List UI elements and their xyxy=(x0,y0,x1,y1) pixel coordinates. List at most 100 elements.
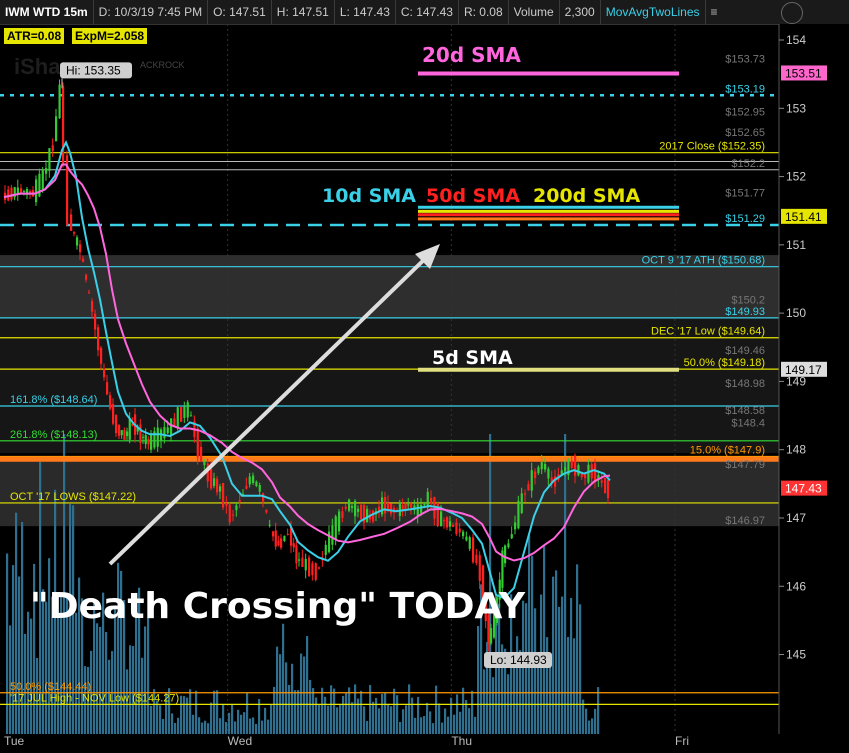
sma5-annotation: 5d SMA xyxy=(432,347,513,369)
candle-body xyxy=(286,533,289,535)
volume-bar xyxy=(333,688,336,734)
volume-bar xyxy=(336,707,339,734)
volume-bar xyxy=(99,626,102,734)
volume-bar xyxy=(384,692,387,734)
gray-price-label-6: $149.46 xyxy=(725,345,765,357)
volume-bar xyxy=(57,614,60,734)
y-tick-label-6: 148 xyxy=(786,443,806,457)
volume-bar xyxy=(378,708,381,734)
volume-bar xyxy=(417,696,420,734)
volume-bar xyxy=(78,577,81,734)
candle-body xyxy=(238,500,241,502)
volume-bar xyxy=(54,489,57,734)
volume-bar xyxy=(129,645,132,734)
volume-bar xyxy=(414,717,417,734)
volume-bar xyxy=(30,618,33,734)
candle-body xyxy=(504,545,507,564)
level-label-11: 50.0% ($144.44) xyxy=(10,681,91,693)
volume-bar xyxy=(504,648,507,734)
volume-bar xyxy=(231,704,234,734)
candle-body xyxy=(378,506,381,513)
candle-body xyxy=(398,502,401,516)
candle-body xyxy=(304,558,307,571)
candle-body xyxy=(94,313,97,330)
volume-bar xyxy=(198,717,201,734)
study-label[interactable]: MovAvgTwoLines xyxy=(601,0,706,24)
candle-body xyxy=(580,472,583,478)
volume-bar xyxy=(144,626,147,734)
volume-bar xyxy=(9,625,12,734)
candle-body xyxy=(407,504,410,506)
support-zone xyxy=(0,456,779,527)
gray-price-label-9: $148.4 xyxy=(731,417,765,429)
volume-bar xyxy=(201,722,204,734)
candle-body xyxy=(139,424,142,443)
price-chart[interactable]: iShares ACKROCK $153.19 2017 Close ($152.35… xyxy=(0,24,849,734)
volume-bar xyxy=(186,697,189,734)
candle-body xyxy=(120,430,123,436)
price-tag-2[interactable] xyxy=(781,361,827,377)
candle-body xyxy=(544,464,547,470)
candle-body xyxy=(331,525,334,545)
volume-bar xyxy=(75,612,78,734)
candle-body xyxy=(524,493,527,495)
level-label-9: 15.0% ($147.9) xyxy=(690,445,765,457)
symbol-label[interactable]: IWM WTD 15m xyxy=(0,0,94,24)
volume-bar xyxy=(411,697,414,734)
volume-bar xyxy=(162,718,165,734)
volume-bar xyxy=(375,697,378,734)
volume-bar xyxy=(474,716,477,734)
volume-bar xyxy=(45,601,48,734)
volume-bar xyxy=(258,699,261,734)
volume-bar xyxy=(42,589,45,734)
range-readout: R: 0.08 xyxy=(459,0,509,24)
candle-body xyxy=(384,496,387,514)
price-tag-0[interactable] xyxy=(781,65,827,81)
volume-bar xyxy=(243,712,246,734)
volume-bar xyxy=(195,690,198,734)
candle-body xyxy=(449,521,452,527)
candle-body xyxy=(277,540,280,546)
menu-icon[interactable]: ≡ xyxy=(710,5,718,19)
candle-body xyxy=(554,476,557,487)
volume-bar xyxy=(402,709,405,734)
candle-body xyxy=(115,415,118,434)
volume-bar xyxy=(420,717,423,734)
volume-bar xyxy=(444,708,447,734)
drawing-tool-icon[interactable] xyxy=(781,2,803,24)
candle-body xyxy=(604,477,607,494)
volume-bar xyxy=(534,608,537,734)
volume-bar xyxy=(126,669,129,734)
candle-body xyxy=(507,543,510,548)
volume-bar xyxy=(588,720,591,734)
price-tag-3[interactable] xyxy=(781,480,827,496)
volume-bar xyxy=(573,638,576,734)
volume-bar xyxy=(345,692,348,734)
volume-label[interactable]: Volume xyxy=(509,0,560,24)
volume-bar xyxy=(153,689,156,734)
expm-badge: ExpM=2.058 xyxy=(72,28,148,44)
volume-bar xyxy=(249,718,252,734)
candle-body xyxy=(62,85,65,166)
low-label: Lo: 144.93 xyxy=(490,653,547,667)
candle-body xyxy=(176,407,179,429)
volume-bar xyxy=(354,684,357,734)
candle-body xyxy=(338,511,341,532)
volume-bar xyxy=(183,696,186,734)
volume-bar xyxy=(408,684,411,734)
candle-body xyxy=(153,431,156,448)
volume-bar xyxy=(93,602,96,734)
volume-bar xyxy=(36,657,39,734)
price-tag-1[interactable] xyxy=(781,208,827,224)
candle-body xyxy=(255,481,258,486)
x-tick-label-tue: Tue xyxy=(4,734,25,748)
candle-body xyxy=(242,493,245,495)
candle-body xyxy=(156,427,159,447)
candle-body xyxy=(517,500,520,529)
candle-body xyxy=(268,524,271,526)
volume-bar xyxy=(303,656,306,734)
volume-bar xyxy=(180,695,183,734)
volume-bar xyxy=(168,688,171,734)
volume-bar xyxy=(486,642,489,734)
